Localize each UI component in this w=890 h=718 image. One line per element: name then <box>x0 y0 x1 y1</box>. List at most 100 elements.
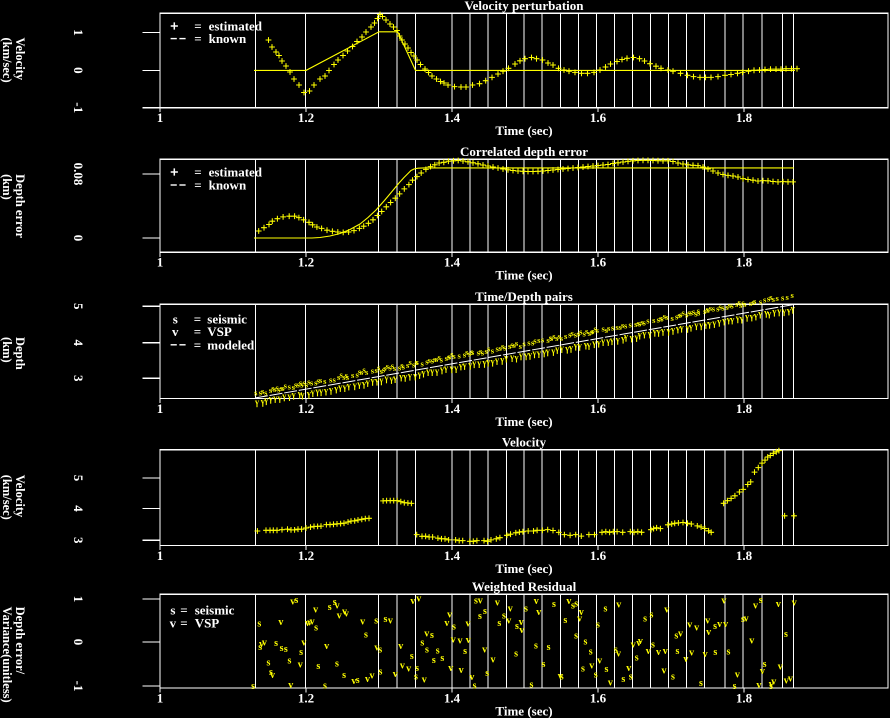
svg-text:s: s <box>763 659 767 670</box>
svg-text:v: v <box>616 334 621 344</box>
svg-text:s: s <box>634 319 638 329</box>
svg-text:v: v <box>542 347 547 357</box>
svg-text:s: s <box>463 646 467 657</box>
svg-text:v: v <box>626 663 631 674</box>
svg-text:Time (sec): Time (sec) <box>495 414 552 429</box>
svg-text:v: v <box>764 307 769 317</box>
svg-text:s: s <box>594 669 598 680</box>
svg-text:v: v <box>506 616 511 627</box>
svg-text:v: v <box>491 655 496 666</box>
svg-text:s: s <box>675 646 679 657</box>
svg-text:v: v <box>324 385 329 395</box>
svg-text:s: s <box>382 364 386 374</box>
svg-text:s: s <box>621 320 625 330</box>
svg-text:s: s <box>346 372 350 382</box>
svg-text:v: v <box>662 665 667 676</box>
svg-text:v: v <box>344 609 349 620</box>
svg-text:s: s <box>307 377 311 387</box>
svg-text:s: s <box>276 383 280 393</box>
svg-text:=: = <box>194 31 201 46</box>
svg-text:v: v <box>269 393 274 403</box>
svg-text:s: s <box>425 645 429 656</box>
svg-text:s: s <box>584 637 588 648</box>
svg-text:v: v <box>311 386 316 396</box>
svg-text:1: 1 <box>157 401 164 416</box>
svg-text:s: s <box>549 332 553 342</box>
svg-text:v: v <box>278 392 283 402</box>
svg-text:Velocity: Velocity <box>13 38 27 81</box>
svg-text:v: v <box>754 310 759 320</box>
svg-text:s: s <box>737 297 741 307</box>
svg-text:s: s <box>706 304 710 314</box>
svg-text:v: v <box>676 323 681 333</box>
svg-text:v: v <box>616 649 621 660</box>
svg-text:1.6: 1.6 <box>590 255 607 270</box>
svg-text:s: s <box>577 329 581 339</box>
svg-text:v: v <box>707 318 712 328</box>
svg-text:v: v <box>777 306 782 316</box>
svg-text:v: v <box>347 380 352 390</box>
svg-text:v: v <box>288 680 293 691</box>
svg-text:s: s <box>741 614 745 625</box>
svg-text:s: s <box>356 675 360 686</box>
svg-text:s: s <box>332 375 336 385</box>
svg-text:v: v <box>291 389 296 399</box>
svg-text:s: s <box>501 341 505 351</box>
svg-text:v: v <box>338 381 343 391</box>
svg-text:1.8: 1.8 <box>736 401 753 416</box>
svg-text:Weighted Residual: Weighted Residual <box>472 579 577 594</box>
svg-text:v: v <box>313 605 318 616</box>
svg-text:s: s <box>502 610 506 621</box>
svg-text:s: s <box>323 680 327 691</box>
svg-text:s: s <box>579 327 583 337</box>
svg-text:s: s <box>558 331 562 341</box>
svg-text:s: s <box>767 293 771 303</box>
svg-text:(km): (km) <box>0 174 14 200</box>
svg-text:s: s <box>512 340 516 350</box>
svg-text:v: v <box>601 335 606 345</box>
svg-text:s: s <box>719 301 723 311</box>
svg-text:s: s <box>468 348 472 358</box>
svg-text:s: s <box>378 645 382 656</box>
svg-text:-1: -1 <box>71 102 86 113</box>
svg-text:s: s <box>574 330 578 340</box>
svg-text:v: v <box>172 324 179 339</box>
svg-text:v: v <box>508 604 513 615</box>
svg-text:Velocity: Velocity <box>502 435 547 450</box>
svg-text:s: s <box>420 638 424 649</box>
svg-text:v: v <box>782 306 787 316</box>
svg-text:v: v <box>736 313 741 323</box>
svg-text:s: s <box>299 377 303 387</box>
svg-text:v: v <box>776 599 781 610</box>
svg-text:=: = <box>180 603 187 618</box>
svg-text:v: v <box>343 381 348 391</box>
svg-text:s: s <box>450 349 454 359</box>
svg-text:s: s <box>393 363 397 373</box>
svg-text:s: s <box>271 383 275 393</box>
svg-text:s: s <box>355 369 359 379</box>
svg-text:s: s <box>547 642 551 653</box>
svg-text:v: v <box>365 674 370 685</box>
svg-text:v: v <box>319 386 324 396</box>
svg-text:v: v <box>357 378 362 388</box>
svg-text:v: v <box>495 354 500 364</box>
svg-text:s: s <box>635 653 639 664</box>
svg-text:s: s <box>374 616 378 627</box>
svg-text:v: v <box>703 649 708 660</box>
svg-text:s: s <box>694 308 698 318</box>
svg-text:s: s <box>300 380 304 390</box>
svg-text:v: v <box>722 315 727 325</box>
svg-text:v: v <box>430 365 435 375</box>
svg-text:1.4: 1.4 <box>444 255 461 270</box>
svg-text:Velocity: Velocity <box>13 475 27 518</box>
svg-text:v: v <box>642 328 647 338</box>
svg-text:v: v <box>778 662 783 673</box>
svg-text:s: s <box>428 355 432 365</box>
svg-text:s: s <box>251 681 255 692</box>
svg-text:v: v <box>792 598 797 609</box>
svg-text:s: s <box>391 361 395 371</box>
svg-text:s: s <box>447 351 451 361</box>
svg-text:v: v <box>337 611 342 622</box>
svg-text:v: v <box>444 362 449 372</box>
svg-text:s: s <box>659 313 663 323</box>
